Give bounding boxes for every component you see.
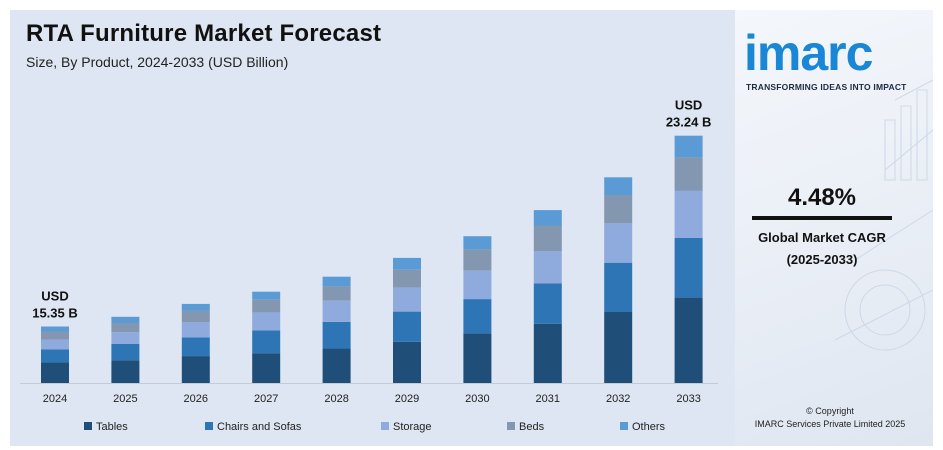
imarc-logo: imarc — [744, 25, 873, 81]
legend-label-beds: Beds — [519, 421, 545, 433]
x-tick-2029: 2029 — [395, 393, 419, 405]
x-tick-2024: 2024 — [43, 393, 67, 405]
bar-beds-2027 — [252, 299, 281, 313]
bar-others-2027 — [252, 291, 281, 300]
bar-tables-2032 — [604, 312, 633, 383]
brand-tagline: TRANSFORMING IDEAS INTO IMPACT — [746, 82, 907, 92]
legend-label-tables: Tables — [96, 421, 128, 433]
side-panel — [735, 10, 933, 446]
bar-storage-2027 — [252, 312, 281, 331]
bar-storage-2024 — [41, 339, 69, 350]
bar-storage-2025 — [111, 332, 140, 344]
bar-beds-2026 — [181, 310, 210, 323]
bar-chairs-and-sofas-2028 — [322, 321, 351, 349]
cagr-label: Global Market CAGR — [758, 230, 886, 245]
legend: Tables Chairs and Sofas Storage Beds Others — [84, 421, 666, 433]
bar-tables-2031 — [533, 323, 562, 383]
bar-storage-2029 — [393, 287, 421, 312]
legend-label-chairs-and-sofas: Chairs and Sofas — [217, 421, 302, 433]
bar-storage-2026 — [181, 322, 210, 338]
bar-storage-2033 — [674, 190, 703, 238]
bar-tables-2026 — [181, 356, 210, 383]
bar-beds-2025 — [111, 323, 140, 333]
cagr-divider — [752, 216, 892, 220]
bar-chairs-and-sofas-2030 — [463, 299, 492, 334]
bar-others-2024 — [41, 326, 69, 332]
bar-chairs-and-sofas-2024 — [41, 349, 69, 363]
bar-others-2029 — [393, 257, 421, 270]
bar-tables-2028 — [322, 348, 351, 383]
bar-chairs-and-sofas-2026 — [181, 337, 210, 357]
bar-others-2025 — [111, 316, 140, 324]
legend-label-others: Others — [632, 421, 666, 433]
decorative-background-graphic — [834, 79, 933, 351]
bar-others-2033 — [674, 135, 703, 158]
copyright-notice: © Copyright IMARC Services Private Limit… — [740, 405, 920, 431]
x-tick-2027: 2027 — [254, 393, 278, 405]
bar-others-2030 — [463, 236, 492, 250]
bar-chairs-and-sofas-2029 — [393, 311, 421, 342]
legend-swatch-storage — [381, 422, 389, 430]
bar-beds-2028 — [322, 286, 351, 301]
bar-beds-2033 — [674, 157, 703, 191]
legend-swatch-tables — [84, 422, 92, 430]
bar-chairs-and-sofas-2027 — [252, 330, 281, 354]
x-tick-2033: 2033 — [676, 393, 700, 405]
x-tick-2032: 2032 — [606, 393, 630, 405]
x-tick-2026: 2026 — [184, 393, 208, 405]
x-tick-2030: 2030 — [465, 393, 489, 405]
x-tick-labels: 2024 2025 2026 2027 2028 2029 2030 2031 2032 2033 — [43, 393, 701, 405]
bar-tables-2033 — [674, 297, 703, 383]
bar-others-2032 — [604, 177, 633, 195]
chart-subtitle: Size, By Product, 2024-2033 (USD Billion… — [26, 54, 289, 70]
bar-storage-2031 — [533, 251, 562, 284]
bar-tables-2027 — [252, 353, 281, 383]
bar-others-2028 — [322, 276, 351, 287]
bar-storage-2028 — [322, 300, 351, 322]
copyright-line-1: © Copyright — [806, 406, 854, 416]
bar-others-2026 — [181, 303, 210, 311]
bar-beds-2029 — [393, 269, 421, 288]
callout-2024-line1: USD — [41, 289, 68, 304]
legend-swatch-beds — [507, 422, 515, 430]
x-tick-2028: 2028 — [324, 393, 348, 405]
bar-tables-2030 — [463, 333, 492, 383]
x-tick-2025: 2025 — [113, 393, 137, 405]
bar-others-2031 — [533, 210, 562, 226]
bar-storage-2032 — [604, 223, 633, 263]
cagr-value: 4.48% — [787, 184, 857, 211]
bar-beds-2030 — [463, 249, 492, 271]
bar-tables-2029 — [393, 341, 421, 383]
bar-beds-2024 — [41, 331, 69, 340]
callout-2033-line2: 23.24 B — [666, 115, 712, 130]
copyright-line-2: IMARC Services Private Limited 2025 — [754, 419, 906, 429]
bar-tables-2024 — [41, 362, 69, 383]
callout-2033-line1: USD — [675, 98, 702, 113]
chart-title: RTA Furniture Market Forecast — [26, 20, 382, 47]
bars-group — [41, 135, 703, 383]
bar-beds-2032 — [604, 195, 633, 224]
bar-storage-2030 — [463, 270, 492, 300]
bar-chairs-and-sofas-2032 — [604, 262, 633, 312]
callout-2024-line2: 15.35 B — [32, 306, 78, 321]
legend-label-storage: Storage — [393, 421, 432, 433]
bar-chairs-and-sofas-2033 — [674, 238, 703, 298]
legend-swatch-chairs-and-sofas — [205, 422, 213, 430]
value-callouts: USD 15.35 B USD 23.24 B — [32, 98, 711, 321]
legend-swatch-others — [620, 422, 628, 430]
x-tick-2031: 2031 — [536, 393, 560, 405]
bar-chairs-and-sofas-2025 — [111, 344, 140, 361]
bar-tables-2025 — [111, 360, 140, 383]
bar-chairs-and-sofas-2031 — [533, 283, 562, 324]
cagr-period: (2025-2033) — [786, 252, 858, 267]
bar-beds-2031 — [533, 225, 562, 252]
